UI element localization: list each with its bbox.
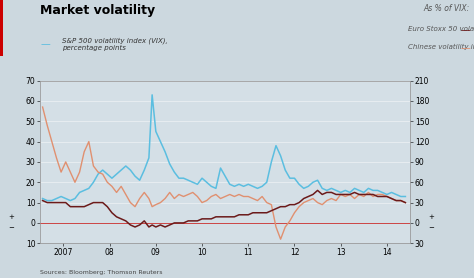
Text: —: —: [461, 43, 471, 53]
Text: −: −: [9, 225, 14, 231]
Text: —: —: [461, 25, 471, 35]
Text: Chinese volatility index (CHIX): Chinese volatility index (CHIX): [408, 43, 474, 50]
Text: +: +: [428, 215, 434, 220]
Text: S&P 500 volatility index (VIX),
percentage points: S&P 500 volatility index (VIX), percenta…: [62, 38, 167, 51]
Text: +: +: [9, 215, 14, 220]
Text: Market volatility: Market volatility: [40, 4, 155, 17]
Text: Sources: Bloomberg; Thomson Reuters: Sources: Bloomberg; Thomson Reuters: [40, 270, 163, 275]
Text: −: −: [428, 225, 434, 231]
Text: Euro Stoxx 50 volatility index (VSTOXX): Euro Stoxx 50 volatility index (VSTOXX): [408, 25, 474, 32]
Text: —: —: [40, 39, 50, 49]
Text: As % of VIX:: As % of VIX:: [423, 4, 469, 13]
